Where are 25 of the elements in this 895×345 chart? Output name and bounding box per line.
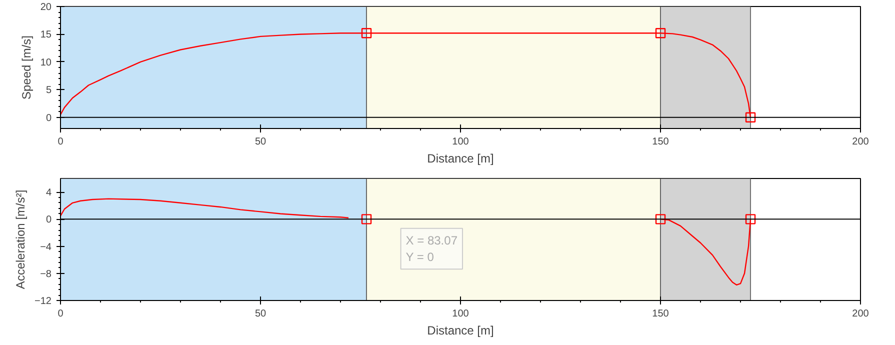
x-tick-label: 150 xyxy=(652,308,670,320)
y-tick-label: 0 xyxy=(46,214,52,226)
x-axis-title: Distance [m] xyxy=(427,324,494,338)
x-tick-label: 200 xyxy=(852,136,870,148)
y-tick-label: 5 xyxy=(46,85,52,96)
y-axis-title: Acceleration [m/s²] xyxy=(14,190,28,290)
x-tick-label: 50 xyxy=(254,308,266,320)
x-tick-label: 150 xyxy=(652,136,670,148)
annotation: X = 83.07 Y = 0 xyxy=(406,233,458,264)
x-tick-label: 200 xyxy=(852,308,870,320)
x-tick-label: 50 xyxy=(254,136,266,148)
y-tick-label: −8 xyxy=(40,268,52,280)
y-tick-label: 15 xyxy=(40,30,52,41)
y-tick-label: 20 xyxy=(40,2,52,13)
x-tick-label: 100 xyxy=(452,136,470,148)
y-tick-label: 10 xyxy=(40,57,52,68)
y-axis-title: Speed [m/s] xyxy=(19,35,34,100)
x-axis-title: Distance [m] xyxy=(427,152,494,166)
x-tick-label: 0 xyxy=(58,136,64,148)
y-tick-label: −4 xyxy=(40,242,52,253)
y-tick-label: 0 xyxy=(46,112,52,124)
x-tick-label: 100 xyxy=(452,308,470,320)
y-tick-label: −12 xyxy=(34,296,52,307)
y-tick-label: 4 xyxy=(46,188,52,199)
x-tick-label: 0 xyxy=(58,308,64,320)
